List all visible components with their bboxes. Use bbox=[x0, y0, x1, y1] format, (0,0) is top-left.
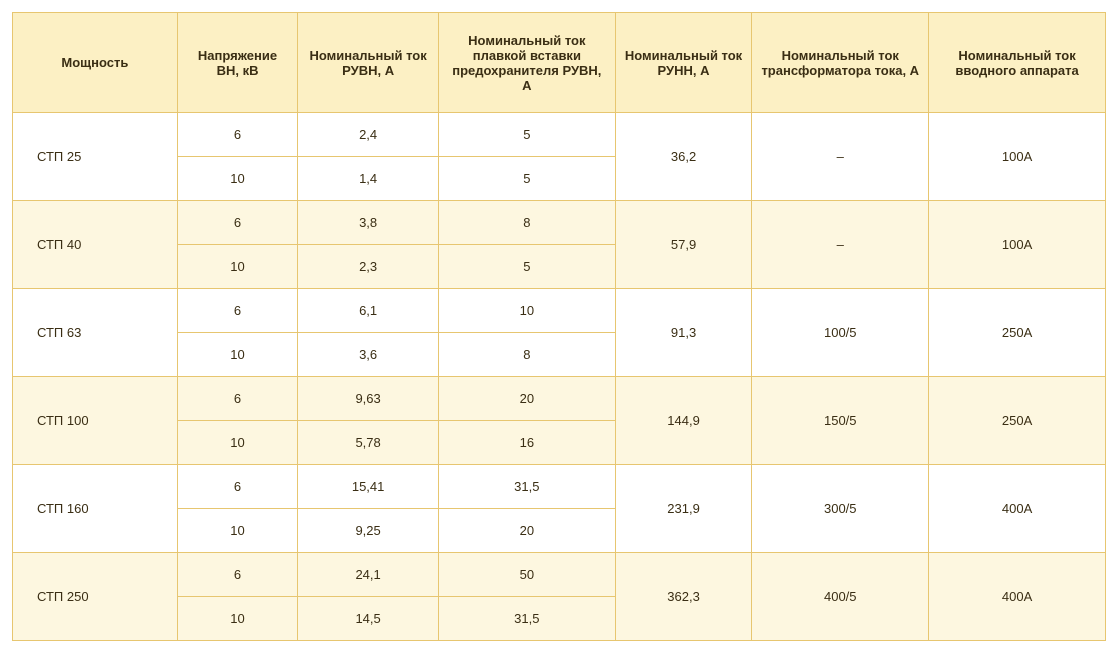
cell-fuse: 5 bbox=[438, 113, 615, 157]
cell-fuse: 31,5 bbox=[438, 465, 615, 509]
cell-ct: – bbox=[752, 113, 929, 201]
cell-voltage: 6 bbox=[177, 201, 298, 245]
cell-runn: 231,9 bbox=[615, 465, 752, 553]
table-row: СТП 100 6 9,63 20 144,9 150/5 250А bbox=[13, 377, 1106, 421]
cell-input: 400А bbox=[929, 465, 1106, 553]
cell-ruvn: 2,3 bbox=[298, 245, 439, 289]
table-body: СТП 25 6 2,4 5 36,2 – 100А 10 1,4 5 СТП … bbox=[13, 113, 1106, 641]
cell-runn: 91,3 bbox=[615, 289, 752, 377]
cell-power: СТП 63 bbox=[13, 289, 178, 377]
table-row: СТП 25 6 2,4 5 36,2 – 100А bbox=[13, 113, 1106, 157]
cell-ct: 400/5 bbox=[752, 553, 929, 641]
cell-voltage: 10 bbox=[177, 421, 298, 465]
cell-fuse: 5 bbox=[438, 157, 615, 201]
cell-runn: 36,2 bbox=[615, 113, 752, 201]
cell-input: 250А bbox=[929, 377, 1106, 465]
cell-input: 400А bbox=[929, 553, 1106, 641]
cell-fuse: 20 bbox=[438, 509, 615, 553]
cell-input: 100А bbox=[929, 201, 1106, 289]
cell-ct: 300/5 bbox=[752, 465, 929, 553]
cell-ruvn: 2,4 bbox=[298, 113, 439, 157]
cell-fuse: 50 bbox=[438, 553, 615, 597]
cell-fuse: 8 bbox=[438, 201, 615, 245]
col-header-runn: Номинальный ток РУНН, А bbox=[615, 13, 752, 113]
table-row: СТП 40 6 3,8 8 57,9 – 100А bbox=[13, 201, 1106, 245]
cell-voltage: 10 bbox=[177, 597, 298, 641]
cell-ruvn: 3,8 bbox=[298, 201, 439, 245]
cell-ruvn: 24,1 bbox=[298, 553, 439, 597]
col-header-ct: Номинальный ток трансформатора тока, А bbox=[752, 13, 929, 113]
table-header-row: Мощность Напряжение ВН, кВ Номинальный т… bbox=[13, 13, 1106, 113]
col-header-power: Мощность bbox=[13, 13, 178, 113]
cell-fuse: 10 bbox=[438, 289, 615, 333]
table-row: СТП 160 6 15,41 31,5 231,9 300/5 400А bbox=[13, 465, 1106, 509]
cell-power: СТП 25 bbox=[13, 113, 178, 201]
cell-voltage: 6 bbox=[177, 289, 298, 333]
cell-runn: 144,9 bbox=[615, 377, 752, 465]
col-header-fuse: Номинальный ток плавкой вставки предохра… bbox=[438, 13, 615, 113]
cell-input: 100А bbox=[929, 113, 1106, 201]
table-row: СТП 250 6 24,1 50 362,3 400/5 400А bbox=[13, 553, 1106, 597]
cell-voltage: 6 bbox=[177, 113, 298, 157]
cell-voltage: 10 bbox=[177, 509, 298, 553]
transformer-spec-table: Мощность Напряжение ВН, кВ Номинальный т… bbox=[12, 12, 1106, 641]
table-header: Мощность Напряжение ВН, кВ Номинальный т… bbox=[13, 13, 1106, 113]
cell-ruvn: 9,63 bbox=[298, 377, 439, 421]
cell-voltage: 10 bbox=[177, 245, 298, 289]
cell-ruvn: 14,5 bbox=[298, 597, 439, 641]
cell-ruvn: 6,1 bbox=[298, 289, 439, 333]
cell-ct: – bbox=[752, 201, 929, 289]
cell-voltage: 6 bbox=[177, 465, 298, 509]
cell-fuse: 8 bbox=[438, 333, 615, 377]
cell-input: 250А bbox=[929, 289, 1106, 377]
cell-power: СТП 160 bbox=[13, 465, 178, 553]
col-header-ruvn: Номинальный ток РУВН, А bbox=[298, 13, 439, 113]
cell-power: СТП 40 bbox=[13, 201, 178, 289]
col-header-voltage: Напряжение ВН, кВ bbox=[177, 13, 298, 113]
col-header-input: Номинальный ток вводного аппарата bbox=[929, 13, 1106, 113]
cell-ct: 150/5 bbox=[752, 377, 929, 465]
cell-fuse: 16 bbox=[438, 421, 615, 465]
cell-ct: 100/5 bbox=[752, 289, 929, 377]
cell-ruvn: 1,4 bbox=[298, 157, 439, 201]
cell-power: СТП 250 bbox=[13, 553, 178, 641]
cell-runn: 57,9 bbox=[615, 201, 752, 289]
cell-ruvn: 9,25 bbox=[298, 509, 439, 553]
cell-ruvn: 3,6 bbox=[298, 333, 439, 377]
cell-runn: 362,3 bbox=[615, 553, 752, 641]
cell-fuse: 31,5 bbox=[438, 597, 615, 641]
table-row: СТП 63 6 6,1 10 91,3 100/5 250А bbox=[13, 289, 1106, 333]
cell-voltage: 6 bbox=[177, 553, 298, 597]
cell-ruvn: 5,78 bbox=[298, 421, 439, 465]
cell-voltage: 10 bbox=[177, 333, 298, 377]
cell-fuse: 20 bbox=[438, 377, 615, 421]
cell-voltage: 10 bbox=[177, 157, 298, 201]
cell-power: СТП 100 bbox=[13, 377, 178, 465]
cell-ruvn: 15,41 bbox=[298, 465, 439, 509]
cell-voltage: 6 bbox=[177, 377, 298, 421]
cell-fuse: 5 bbox=[438, 245, 615, 289]
